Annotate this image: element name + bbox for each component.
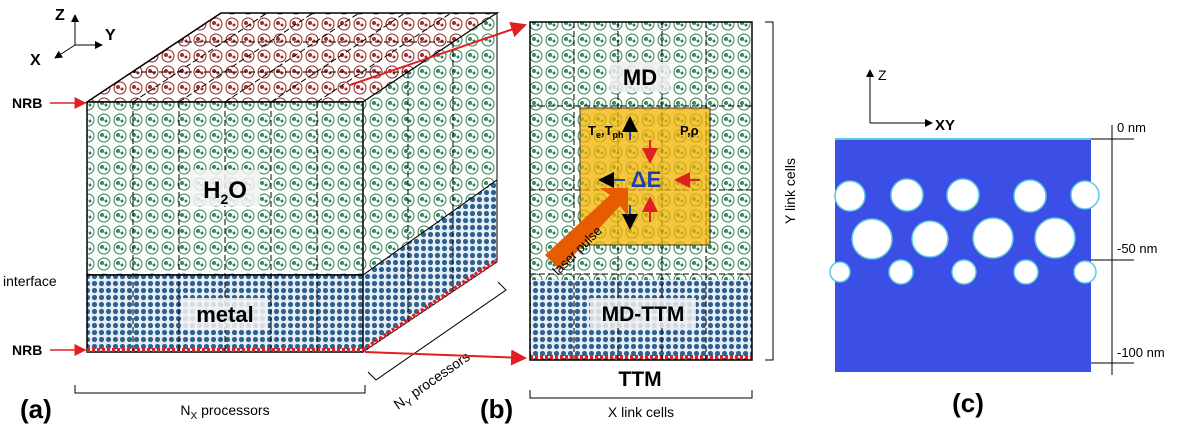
text: processors — [197, 402, 269, 418]
bracket — [530, 390, 752, 398]
text: N — [180, 402, 190, 418]
bracket — [75, 385, 365, 393]
md-label: MD — [623, 65, 657, 90]
y-cells-label: Y link cells — [782, 158, 798, 224]
ny-label: NY processors — [391, 348, 476, 416]
text: H — [203, 177, 220, 204]
nx-label: NX processors — [180, 402, 269, 422]
figure: Z Y X NRB interface NRB H2O metal NX pro… — [0, 0, 1177, 429]
zoom-arrow — [365, 352, 525, 358]
panel-c: Z XY 0 nm -50 nm -100 nm (c) — [830, 67, 1165, 418]
interface-label: interface — [3, 273, 57, 289]
panel-b: laser pulse MD Te,Tph P,ρ ΔE MD-TTM TTM … — [480, 22, 798, 424]
nrb-label: NRB — [12, 342, 42, 358]
panel-label: (b) — [480, 394, 513, 424]
panel-a: Z Y X NRB interface NRB H2O metal NX pro… — [3, 7, 525, 424]
text: ph — [613, 130, 624, 140]
metal-label: metal — [196, 302, 253, 327]
text: ,T — [601, 123, 613, 138]
depth-label: -50 nm — [1117, 241, 1157, 256]
depth-label: -100 nm — [1117, 345, 1165, 360]
nrb-label: NRB — [12, 95, 42, 111]
depth-label: 0 nm — [1117, 120, 1146, 135]
page: Z Y X NRB interface NRB H2O metal NX pro… — [0, 0, 1177, 429]
md-ttm-label: MD-TTM — [602, 303, 685, 326]
energy-label: ΔE — [631, 167, 662, 192]
text: 2 — [220, 191, 228, 207]
pressure-label: P,ρ — [680, 123, 699, 138]
axis-label: Z — [55, 7, 65, 24]
axis-label: Z — [878, 67, 887, 83]
x-cells-label: X link cells — [608, 404, 674, 420]
axis-label: Y — [105, 27, 116, 44]
panel-label: (c) — [952, 388, 984, 418]
panel-label: (a) — [20, 394, 52, 424]
ttm-label: TTM — [618, 368, 661, 391]
bracket — [765, 22, 773, 360]
text: O — [228, 177, 247, 204]
axis-x — [55, 45, 75, 58]
text: T — [588, 123, 596, 138]
axis-label: X — [30, 52, 41, 69]
axis-label: XY — [935, 117, 955, 134]
